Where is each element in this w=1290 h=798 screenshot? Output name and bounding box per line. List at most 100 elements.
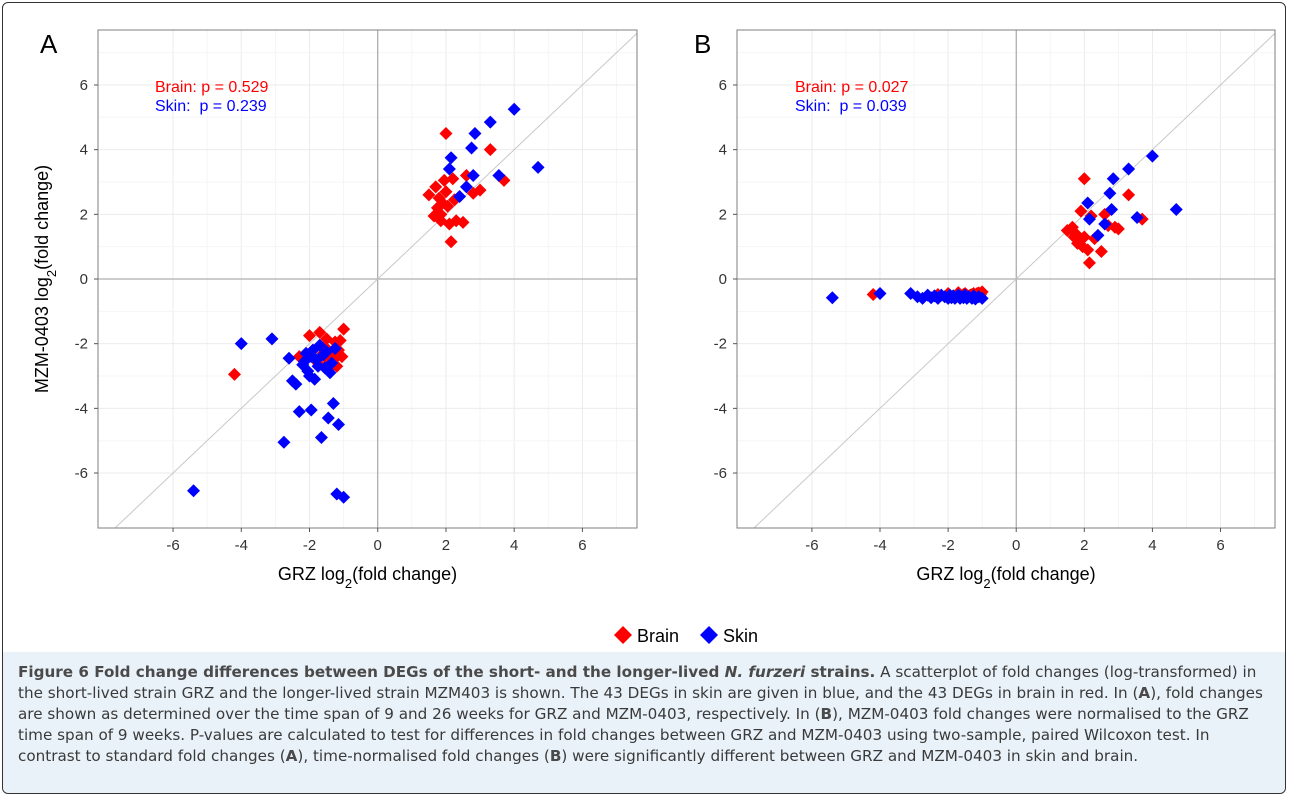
p-value-skin: Skin: p = 0.039 bbox=[795, 98, 907, 115]
data-point-skin bbox=[468, 126, 482, 140]
caption-species: N. furzeri bbox=[724, 663, 806, 681]
data-point-skin bbox=[466, 169, 480, 183]
data-point-brain bbox=[303, 329, 317, 343]
data-point-brain bbox=[444, 235, 458, 249]
data-point-skin bbox=[1122, 162, 1136, 176]
data-point-brain bbox=[1111, 222, 1125, 236]
data-point-skin bbox=[326, 397, 340, 410]
caption-title: Figure 6 Fold change differences between… bbox=[18, 663, 875, 681]
data-point-skin bbox=[323, 366, 337, 380]
panel-letter: B bbox=[694, 29, 711, 59]
data-point-skin bbox=[483, 115, 497, 129]
x-axis-title: GRZ log2(fold change) bbox=[916, 564, 1095, 591]
y-tick-label: 0 bbox=[719, 271, 727, 288]
data-point-skin bbox=[1081, 196, 1095, 210]
p-value-brain: Brain: p = 0.529 bbox=[155, 79, 269, 96]
data-point-brain bbox=[422, 188, 436, 202]
data-point-skin bbox=[531, 160, 545, 174]
data-point-skin bbox=[1082, 212, 1096, 226]
caption-text-4: ), time-normalised fold changes ( bbox=[297, 747, 550, 765]
data-point-brain bbox=[439, 126, 453, 140]
data-point-brain bbox=[337, 322, 351, 336]
data-point-skin bbox=[1106, 172, 1120, 186]
x-tick-label: 6 bbox=[578, 537, 586, 554]
figure-charts: -6 -4 -2 0 2 4 6 -6 -4 -2 0 2 4 6 GRZ log2(fold change… bbox=[32, 29, 1276, 646]
caption-ref-a: A bbox=[1138, 684, 1151, 702]
data-point-skin bbox=[873, 287, 887, 301]
panel-letter: A bbox=[40, 29, 58, 59]
scatter-panel-b: -6 -4 -2 0 2 4 6 -6 -4 -2 0 2 4 6 GRZ log2(fold change… bbox=[694, 29, 1276, 591]
caption-background bbox=[3, 652, 1285, 793]
y-tick-label: 4 bbox=[719, 142, 727, 159]
data-point-skin bbox=[282, 351, 296, 365]
y-tick-label: -4 bbox=[714, 400, 727, 417]
y-tick-label: -6 bbox=[75, 465, 88, 482]
x-tick-label: -6 bbox=[166, 537, 179, 554]
data-point-skin bbox=[1098, 217, 1112, 231]
y-tick-label: -2 bbox=[714, 336, 727, 353]
y-tick-label: -6 bbox=[714, 465, 727, 482]
caption-text-5: ) were significantly different between G… bbox=[561, 747, 1139, 765]
data-point-skin bbox=[234, 337, 248, 351]
caption-text-2: ), fold changes are shown as determined … bbox=[18, 684, 1263, 723]
x-tick-label: 4 bbox=[510, 537, 518, 554]
caption-title-text: Figure 6 Fold change differences between… bbox=[18, 663, 725, 681]
data-point-brain bbox=[446, 172, 460, 186]
data-point-brain bbox=[1081, 243, 1095, 257]
identity-line bbox=[753, 32, 1276, 529]
data-point-brain bbox=[441, 199, 455, 213]
data-point-brain bbox=[459, 169, 473, 183]
data-point-brain bbox=[456, 215, 470, 229]
x-tick-label: -2 bbox=[941, 537, 954, 554]
y-tick-label: 4 bbox=[80, 142, 88, 159]
figure-caption: Figure 6 Fold change differences between… bbox=[18, 662, 1274, 767]
x-axis-title: GRZ log2(fold change) bbox=[278, 564, 457, 591]
data-point-skin bbox=[265, 332, 279, 346]
x-tick-label: 6 bbox=[1216, 537, 1224, 554]
scatter-panel-a: -6 -4 -2 0 2 4 6 -6 -4 -2 0 2 4 6 GRZ log2(fold change… bbox=[32, 29, 638, 591]
data-point-skin bbox=[442, 162, 456, 176]
x-tick-label: -4 bbox=[873, 537, 886, 554]
data-point-skin bbox=[285, 374, 299, 388]
data-point-skin bbox=[332, 418, 346, 432]
data-point-brain bbox=[227, 367, 241, 381]
data-point-skin bbox=[328, 342, 342, 356]
legend-swatch-skin bbox=[700, 626, 718, 644]
x-tick-label: -6 bbox=[805, 537, 818, 554]
data-point-skin bbox=[492, 169, 506, 183]
data-point-skin bbox=[459, 180, 473, 194]
data-point-skin bbox=[325, 356, 339, 370]
caption-title-end: strains. bbox=[805, 663, 876, 681]
y-tick-label: -2 bbox=[75, 336, 88, 353]
y-tick-label: 2 bbox=[719, 206, 727, 223]
x-tick-label: 4 bbox=[1148, 537, 1156, 554]
x-tick-label: 2 bbox=[442, 537, 450, 554]
data-point-brain bbox=[439, 185, 453, 199]
data-point-brain bbox=[1077, 172, 1091, 186]
data-point-skin bbox=[465, 141, 479, 155]
data-point-skin bbox=[313, 338, 327, 352]
data-point-brain bbox=[313, 325, 327, 339]
data-point-brain bbox=[1082, 256, 1096, 270]
caption-ref-b: B bbox=[820, 705, 833, 723]
data-point-skin bbox=[1130, 211, 1144, 225]
data-point-brain bbox=[1122, 188, 1136, 202]
data-point-skin bbox=[1091, 228, 1105, 242]
data-point-skin bbox=[308, 372, 322, 386]
y-axis-title: MZM-0403 log2(fold change) bbox=[32, 165, 59, 393]
data-point-brain bbox=[1074, 204, 1088, 218]
legend: Brain Skin bbox=[614, 626, 758, 646]
data-point-brain bbox=[483, 143, 497, 157]
identity-line bbox=[114, 32, 638, 529]
legend-label-brain: Brain bbox=[637, 626, 679, 646]
y-tick-label: 0 bbox=[80, 271, 88, 288]
data-point-skin bbox=[187, 484, 201, 498]
data-point-skin bbox=[277, 435, 291, 449]
data-point-skin bbox=[1105, 202, 1119, 216]
x-tick-label: -4 bbox=[235, 537, 248, 554]
data-point-skin bbox=[453, 190, 467, 204]
x-tick-label: 2 bbox=[1080, 537, 1088, 554]
y-tick-label: -4 bbox=[75, 400, 88, 417]
data-point-skin bbox=[337, 490, 351, 504]
